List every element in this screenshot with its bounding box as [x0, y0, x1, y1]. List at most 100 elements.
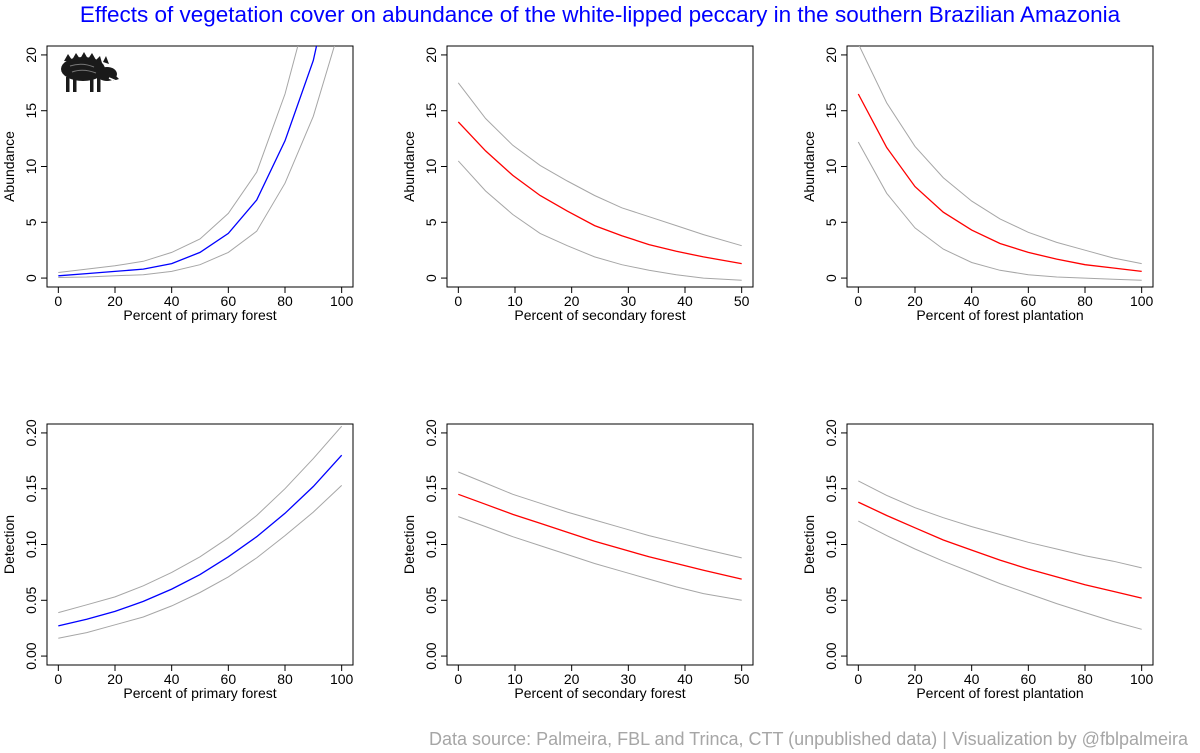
y-tick-label: 20 [423, 47, 439, 63]
x-tick-label: 60 [221, 293, 237, 309]
y-tick-label: 0.10 [823, 531, 839, 558]
y-tick-label: 0.10 [23, 531, 39, 558]
series-lower [857, 141, 1142, 281]
x-tick-label: 40 [677, 293, 693, 309]
data-source-caption: Data source: Palmeira, FBL and Trinca, C… [429, 729, 1188, 749]
y-tick-label: 10 [823, 159, 839, 175]
y-axis-label: Detection [801, 515, 817, 574]
x-axis-label: Percent of forest plantation [916, 685, 1083, 701]
x-tick-label: 0 [454, 293, 462, 309]
peccary-lip [108, 77, 117, 82]
peccary-leg [97, 77, 101, 92]
series-upper [858, 46, 1142, 265]
y-tick-label: 0.20 [423, 419, 439, 446]
series-upper [58, 425, 343, 614]
panel-detect-secondary: 0 10 20 30 40 50 0.00 0.05 0.10 0.15 0.20 Percent o… [401, 419, 754, 701]
peccary-head [97, 67, 117, 81]
x-tick-label: 30 [621, 293, 637, 309]
x-tick-label: 100 [1130, 671, 1154, 687]
y-tick-label: 20 [23, 47, 39, 63]
y-tick-label: 0.05 [23, 586, 39, 613]
series-upper [58, 46, 299, 273]
panel-detect-primary: 0 20 40 60 80 100 0.00 0.05 0.10 0.15 0.20 Percent … [1, 419, 354, 701]
y-tick-label: 0.00 [823, 642, 839, 669]
peccary-leg [90, 78, 94, 92]
peccary-leg [66, 77, 70, 92]
series-lower [458, 516, 742, 601]
y-tick-label: 0 [23, 274, 39, 282]
plot-frame [846, 45, 1154, 288]
series-estimate [58, 46, 318, 277]
x-tick-label: 20 [907, 293, 923, 309]
x-tick-label: 40 [677, 671, 693, 687]
x-tick-label: 40 [964, 293, 980, 309]
x-tick-label: 100 [1130, 293, 1154, 309]
peccary-body [61, 57, 105, 81]
x-tick-label: 20 [907, 671, 923, 687]
y-tick-label: 0.20 [23, 419, 39, 446]
y-tick-label: 0 [823, 274, 839, 282]
peccary-snout [112, 72, 119, 81]
x-tick-label: 0 [854, 671, 862, 687]
x-axis-label: Percent of primary forest [123, 307, 276, 323]
peccary-ear [103, 56, 109, 64]
plot-frame [46, 423, 354, 666]
x-tick-label: 20 [107, 671, 123, 687]
y-tick-label: 15 [23, 103, 39, 119]
plot-frame [446, 423, 754, 666]
plot-frame [446, 45, 754, 288]
x-tick-label: 20 [564, 293, 580, 309]
y-axis-label: Abundance [801, 131, 817, 202]
figure-title: Effects of vegetation cover on abundance… [79, 2, 1121, 27]
x-tick-label: 0 [54, 293, 62, 309]
x-tick-label: 50 [734, 671, 750, 687]
y-axis-label: Abundance [401, 131, 417, 202]
y-tick-label: 0.00 [423, 642, 439, 669]
y-tick-label: 0.15 [423, 475, 439, 502]
series-lower [58, 485, 343, 639]
y-tick-label: 5 [423, 218, 439, 226]
x-axis-label: Percent of secondary forest [514, 685, 685, 701]
series-estimate [458, 493, 742, 580]
x-tick-label: 60 [1021, 671, 1037, 687]
plot-frame [846, 423, 1154, 666]
y-axis-label: Abundance [1, 131, 17, 202]
x-tick-label: 0 [454, 671, 462, 687]
x-tick-label: 60 [1021, 293, 1037, 309]
y-tick-label: 0.05 [423, 586, 439, 613]
y-axis-label: Detection [1, 515, 17, 574]
y-tick-label: 0.15 [823, 475, 839, 502]
y-tick-label: 0.10 [423, 531, 439, 558]
peccary-fur [69, 63, 97, 74]
series-estimate [857, 93, 1142, 273]
x-tick-label: 20 [564, 671, 580, 687]
panel-detect-plantation: 0 20 40 60 80 100 0.00 0.05 0.10 0.15 0.20 Percent … [801, 419, 1154, 701]
y-tick-label: 15 [423, 103, 439, 119]
x-tick-label: 100 [330, 671, 354, 687]
peccary-icon [61, 52, 119, 92]
peccary-mane [64, 52, 102, 63]
y-tick-label: 0.15 [23, 475, 39, 502]
x-tick-label: 10 [507, 671, 523, 687]
x-tick-label: 0 [54, 671, 62, 687]
y-tick-label: 20 [823, 47, 839, 63]
series-upper [457, 82, 742, 247]
y-tick-label: 10 [423, 159, 439, 175]
x-axis-label: Percent of forest plantation [916, 307, 1083, 323]
y-tick-label: 0 [423, 274, 439, 282]
x-tick-label: 10 [507, 293, 523, 309]
x-axis-label: Percent of secondary forest [514, 307, 685, 323]
x-tick-label: 80 [277, 293, 293, 309]
series-lower [858, 520, 1142, 630]
series-estimate [457, 121, 742, 265]
x-tick-label: 100 [330, 293, 354, 309]
x-tick-label: 80 [277, 671, 293, 687]
x-tick-label: 50 [734, 293, 750, 309]
series-estimate [58, 454, 343, 627]
series-lower [58, 46, 335, 278]
y-tick-label: 0.05 [823, 586, 839, 613]
series-upper [458, 471, 742, 559]
